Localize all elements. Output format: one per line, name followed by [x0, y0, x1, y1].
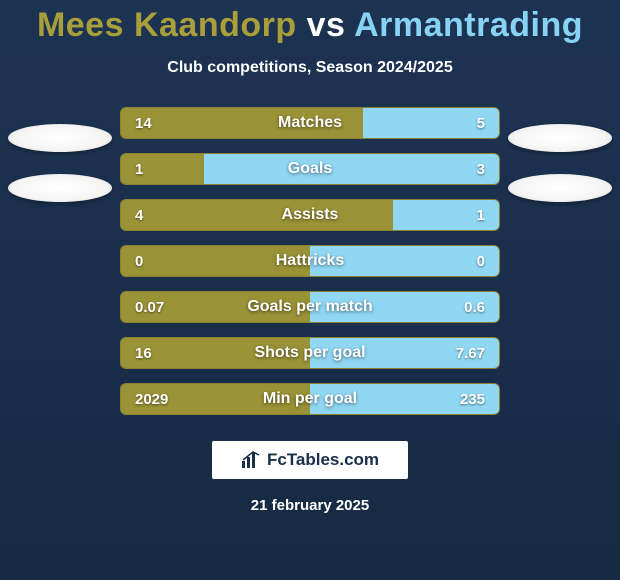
- stat-row: 16Shots per goal7.67: [120, 337, 500, 369]
- side-ellipse: [508, 174, 612, 202]
- comparison-title: Mees Kaandorp vs Armantrading: [0, 0, 620, 45]
- stat-label: Goals per match: [121, 298, 499, 316]
- footer-date: 21 february 2025: [0, 497, 620, 514]
- footer-logo-text: FcTables.com: [267, 450, 379, 470]
- stat-label: Goals: [121, 160, 499, 178]
- stat-value-right: 1: [477, 207, 485, 224]
- stat-value-right: 0.6: [464, 299, 485, 316]
- player2-name: Armantrading: [354, 6, 583, 44]
- player1-name: Mees Kaandorp: [37, 6, 297, 44]
- stat-row: 14Matches5: [120, 107, 500, 139]
- stat-value-right: 3: [477, 161, 485, 178]
- stat-label: Min per goal: [121, 390, 499, 408]
- side-ellipse: [8, 174, 112, 202]
- stat-value-right: 7.67: [456, 345, 485, 362]
- stat-row: 0.07Goals per match0.6: [120, 291, 500, 323]
- footer-logo: FcTables.com: [212, 441, 408, 479]
- stat-value-right: 0: [477, 253, 485, 270]
- side-ellipse: [508, 124, 612, 152]
- stat-label: Hattricks: [121, 252, 499, 270]
- stat-row: 0Hattricks0: [120, 245, 500, 277]
- stat-row: 4Assists1: [120, 199, 500, 231]
- stat-label: Matches: [121, 114, 499, 132]
- subtitle: Club competitions, Season 2024/2025: [0, 59, 620, 77]
- title-vs: vs: [307, 6, 346, 44]
- stat-value-right: 235: [460, 391, 485, 408]
- chart-icon: [241, 451, 261, 469]
- stat-label: Shots per goal: [121, 344, 499, 362]
- stat-label: Assists: [121, 206, 499, 224]
- stat-row: 2029Min per goal235: [120, 383, 500, 415]
- stat-value-right: 5: [477, 115, 485, 132]
- comparison-rows: 14Matches51Goals34Assists10Hattricks00.0…: [0, 107, 620, 415]
- stat-row: 1Goals3: [120, 153, 500, 185]
- side-ellipse: [8, 124, 112, 152]
